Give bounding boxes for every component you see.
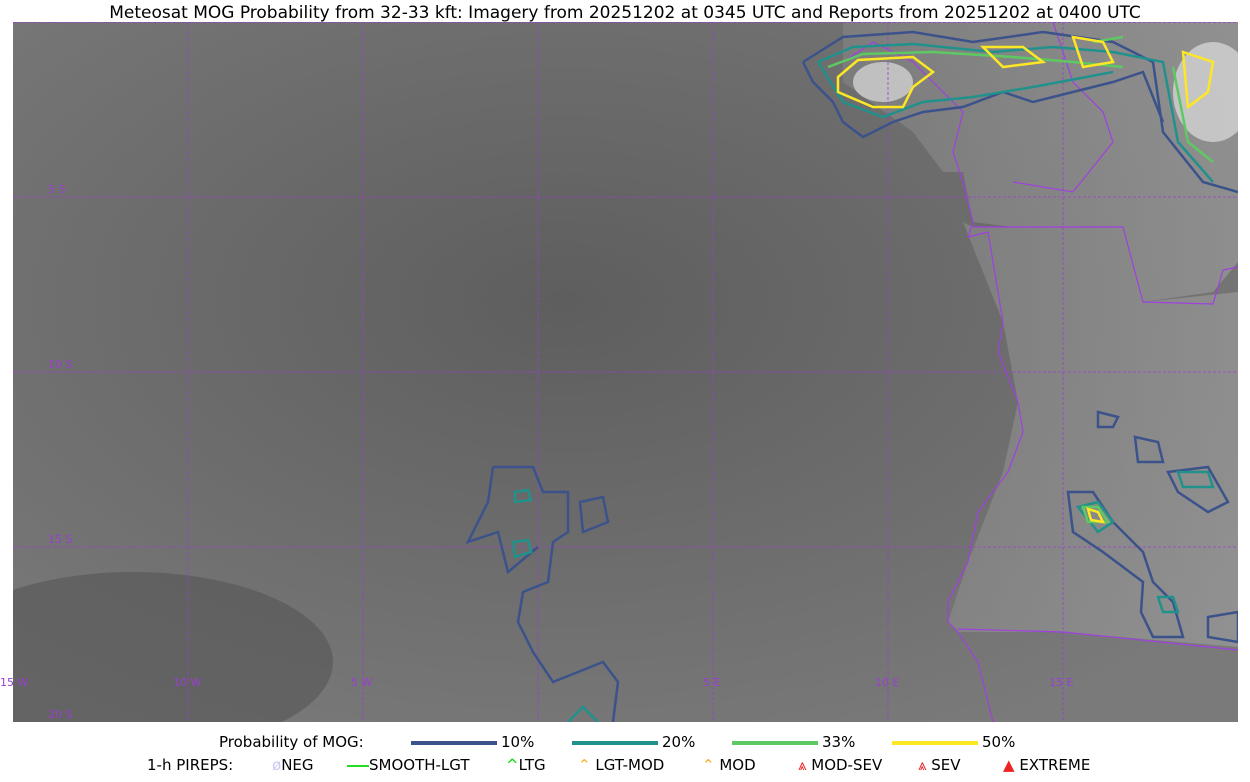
swatch-20pct-icon xyxy=(572,740,658,745)
pirep-neg: øNEG xyxy=(272,756,314,774)
legend-label: SMOOTH-LGT xyxy=(369,756,470,774)
legend-item-10pct: 10% xyxy=(411,733,534,751)
legend-label: LGT-MOD xyxy=(595,756,665,774)
lon-label-5w: 5 W xyxy=(351,676,373,689)
line-icon xyxy=(347,764,369,767)
legend-label: 20% xyxy=(662,733,696,751)
contour-50pct xyxy=(836,35,1215,110)
africa-landmass xyxy=(843,22,1238,647)
pirep-smooth-lgt: SMOOTH-LGT xyxy=(347,756,470,774)
pirep-lgt-mod: ⌃ LGT-MOD xyxy=(578,756,664,774)
lat-label-15s: 15 S xyxy=(48,533,73,546)
map-svg xyxy=(0,21,1250,752)
graticule xyxy=(13,22,1238,722)
pirep-sev: ⩓ SEV xyxy=(918,756,961,774)
legend-label: EXTREME xyxy=(1019,756,1091,774)
legend-label: NEG xyxy=(281,756,314,774)
caret-bar-icon: ⌃ xyxy=(578,756,591,774)
lon-label-5e: 5 E xyxy=(703,676,721,689)
caret-icon: ^ xyxy=(506,756,519,774)
legend-label: MOD xyxy=(719,756,756,774)
probability-legend-label: Probability of MOG: xyxy=(219,733,364,751)
legend-label: LTG xyxy=(518,756,546,774)
double-caret-icon: ⩓ xyxy=(918,756,927,774)
legend-item-33pct: 33% xyxy=(732,733,855,751)
lat-label-20s: 20 S xyxy=(48,708,73,721)
caret-icon: ⌃ xyxy=(702,756,715,774)
swatch-33pct-icon xyxy=(732,740,818,745)
contour-20pct xyxy=(816,42,1214,183)
chart-title: Meteosat MOG Probability from 32-33 kft:… xyxy=(109,3,1141,23)
pirep-ltg: ^LTG xyxy=(506,756,546,774)
pirep-mod-sev: ⩓ MOD-SEV xyxy=(798,756,882,774)
lon-label-15w: 15 W xyxy=(0,676,29,689)
legend-label: MOD-SEV xyxy=(811,756,883,774)
lat-label-5s: 5 S xyxy=(48,183,66,196)
swatch-10pct-icon xyxy=(411,740,497,745)
lon-label-10e: 10 E xyxy=(875,676,900,689)
filled-triangle-icon: ▲ xyxy=(1003,756,1015,774)
legend-item-50pct: 50% xyxy=(892,733,1015,751)
legend-label: 50% xyxy=(982,733,1016,751)
legend-label: 10% xyxy=(501,733,535,751)
neg-icon: ø xyxy=(272,756,282,774)
mog-contours xyxy=(465,30,1240,723)
legend-item-20pct: 20% xyxy=(572,733,695,751)
lat-label-10s: 10 S xyxy=(48,358,73,371)
pireps-legend-label: 1-h PIREPS: xyxy=(147,756,234,774)
pirep-extreme: ▲ EXTREME xyxy=(1003,756,1090,774)
lon-label-15e: 15 E xyxy=(1049,676,1074,689)
legend-label: 33% xyxy=(822,733,856,751)
pirep-mod: ⌃ MOD xyxy=(702,756,756,774)
satellite-map: 5 S 10 S 15 S 20 S 15 W 10 W 5 W 5 E 10 … xyxy=(0,21,1250,752)
swatch-50pct-icon xyxy=(892,740,978,745)
double-caret-icon: ⩓ xyxy=(798,756,807,774)
lon-label-10w: 10 W xyxy=(173,676,202,689)
legend-label: SEV xyxy=(931,756,961,774)
